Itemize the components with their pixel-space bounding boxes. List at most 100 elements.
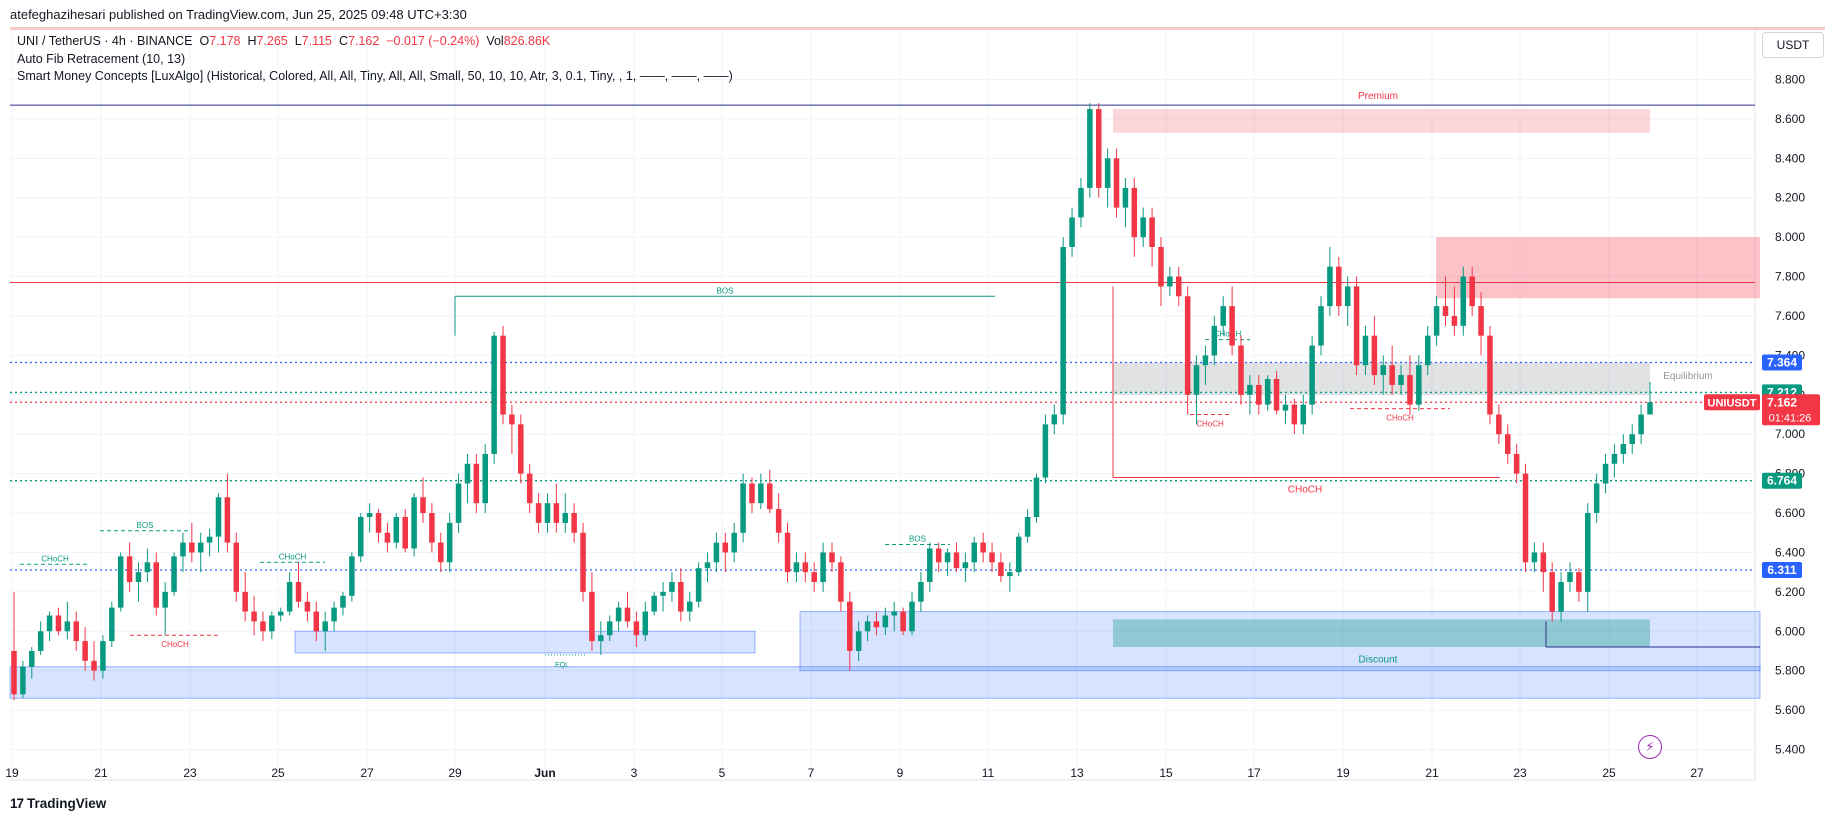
candle-body	[660, 591, 666, 596]
legend-h-value: 7.265	[256, 34, 288, 48]
candle-body	[642, 611, 649, 636]
countdown-value: 01:41:26	[1769, 412, 1812, 424]
candle-body	[1282, 404, 1289, 411]
candle-body	[1184, 296, 1191, 395]
candle-body	[1353, 286, 1360, 366]
legend-indicator-smc[interactable]: Smart Money Concepts [LuxAlgo] (Historic…	[17, 69, 733, 83]
current-price-value: 7.162	[1767, 395, 1797, 409]
time-tick-label: 15	[1159, 766, 1173, 780]
candle-body	[29, 650, 35, 667]
price-badge-value: 6.764	[1767, 474, 1797, 488]
legend-indicator-fib[interactable]: Auto Fib Retracement (10, 13)	[17, 52, 186, 66]
candle-body	[242, 591, 248, 612]
time-tick-label: Jun	[534, 766, 555, 780]
publish-line: atefeghazihesari published on TradingVie…	[10, 7, 467, 22]
candle-body	[224, 497, 231, 543]
premium-zone	[1113, 109, 1650, 133]
candle-body	[606, 621, 613, 636]
current-price-badge	[1762, 394, 1820, 426]
candle-body	[820, 552, 826, 582]
price-tick-label: 8.800	[1775, 73, 1805, 87]
candle-body	[535, 503, 542, 523]
candle-body	[215, 497, 222, 537]
price-tick-label: 8.400	[1775, 151, 1805, 165]
candle-body	[1318, 306, 1324, 346]
candle-body	[1176, 276, 1182, 297]
candle-body	[1513, 453, 1520, 474]
candle-body	[1398, 375, 1404, 385]
candle-body	[1522, 473, 1529, 563]
candle-body	[1611, 453, 1618, 464]
lightning-icon[interactable]: ⚡	[1638, 735, 1662, 759]
candle-body	[1380, 365, 1387, 376]
candle-body	[1540, 552, 1547, 573]
legend-vol-value: 826.86K	[503, 34, 551, 48]
time-tick-label: 25	[1602, 766, 1616, 780]
legend-vol-label: Vol	[486, 34, 504, 48]
candle-body	[500, 335, 506, 415]
candle-body	[1095, 109, 1102, 188]
eql-label: EQL	[555, 662, 569, 669]
candle-body	[1647, 402, 1653, 415]
candle-body	[1256, 384, 1262, 405]
candle-body	[1238, 345, 1244, 395]
candle-body	[1247, 384, 1253, 395]
discount-zone	[9, 666, 1761, 699]
candle-body	[704, 562, 711, 569]
candle-body	[1033, 477, 1040, 517]
candle-body	[1264, 379, 1271, 405]
candle-body	[998, 562, 1004, 577]
candle-body	[615, 607, 622, 622]
price-badge	[1762, 472, 1802, 489]
candle-body	[331, 607, 337, 622]
candle-body	[64, 621, 71, 632]
candle-body	[624, 607, 631, 622]
candle-body	[944, 552, 951, 563]
choch-3-label: CHoCH	[1214, 330, 1242, 339]
legend-change: −0.017 (−0.24%)	[386, 34, 480, 48]
candle-body	[758, 483, 764, 504]
legend-symbol[interactable]: UNI / TetherUS · 4h · BINANCE	[17, 34, 193, 48]
candle-body	[891, 611, 897, 616]
candle-body	[1389, 365, 1395, 385]
time-tick-label: 23	[183, 766, 197, 780]
candle-body	[767, 483, 773, 510]
candle-body	[375, 513, 382, 533]
candle-body	[438, 542, 444, 563]
candle-body	[358, 516, 364, 557]
tradingview-logo[interactable]: 17 TradingView	[10, 796, 106, 811]
legend-l-label: L	[294, 34, 302, 48]
candle-body	[989, 552, 995, 563]
price-axis[interactable]: 5.4005.6005.8006.0006.2006.4006.6006.800…	[1704, 73, 1820, 757]
time-tick-label: 13	[1070, 766, 1084, 780]
candle-body	[1407, 375, 1413, 405]
candle-body	[927, 548, 933, 582]
candle-body	[1104, 158, 1111, 188]
time-tick-label: 27	[360, 766, 374, 780]
price-tick-label: 7.000	[1775, 427, 1805, 441]
candle-body	[598, 635, 604, 642]
candle-body	[37, 631, 44, 651]
price-tick-label: 8.600	[1775, 112, 1805, 126]
price-tick-label: 5.600	[1775, 703, 1805, 717]
candle-body	[1193, 365, 1200, 395]
candle-body	[82, 641, 88, 661]
legend-c-value: 7.162	[348, 34, 380, 48]
candle-body	[420, 497, 426, 514]
demand-block-1	[294, 630, 756, 654]
candle-body	[847, 601, 853, 651]
candle-body	[340, 595, 346, 608]
candle-body	[802, 562, 809, 573]
candle-body	[589, 591, 595, 642]
symbol-badge-text: UNIUSDT	[1708, 397, 1757, 409]
candle-body	[1460, 276, 1467, 326]
time-axis[interactable]: 19 21 23 25 27 29 Jun 3 5 7 9 11 13 15 17 19 21 23 25 27	[5, 766, 1704, 780]
candle-body	[1549, 572, 1555, 612]
currency-selector[interactable]: USDT	[1762, 32, 1824, 58]
candle-body	[55, 615, 62, 632]
candle-body	[580, 532, 586, 592]
candle-body	[971, 542, 978, 563]
candle-body	[1638, 414, 1644, 435]
candle-body	[1158, 247, 1164, 287]
